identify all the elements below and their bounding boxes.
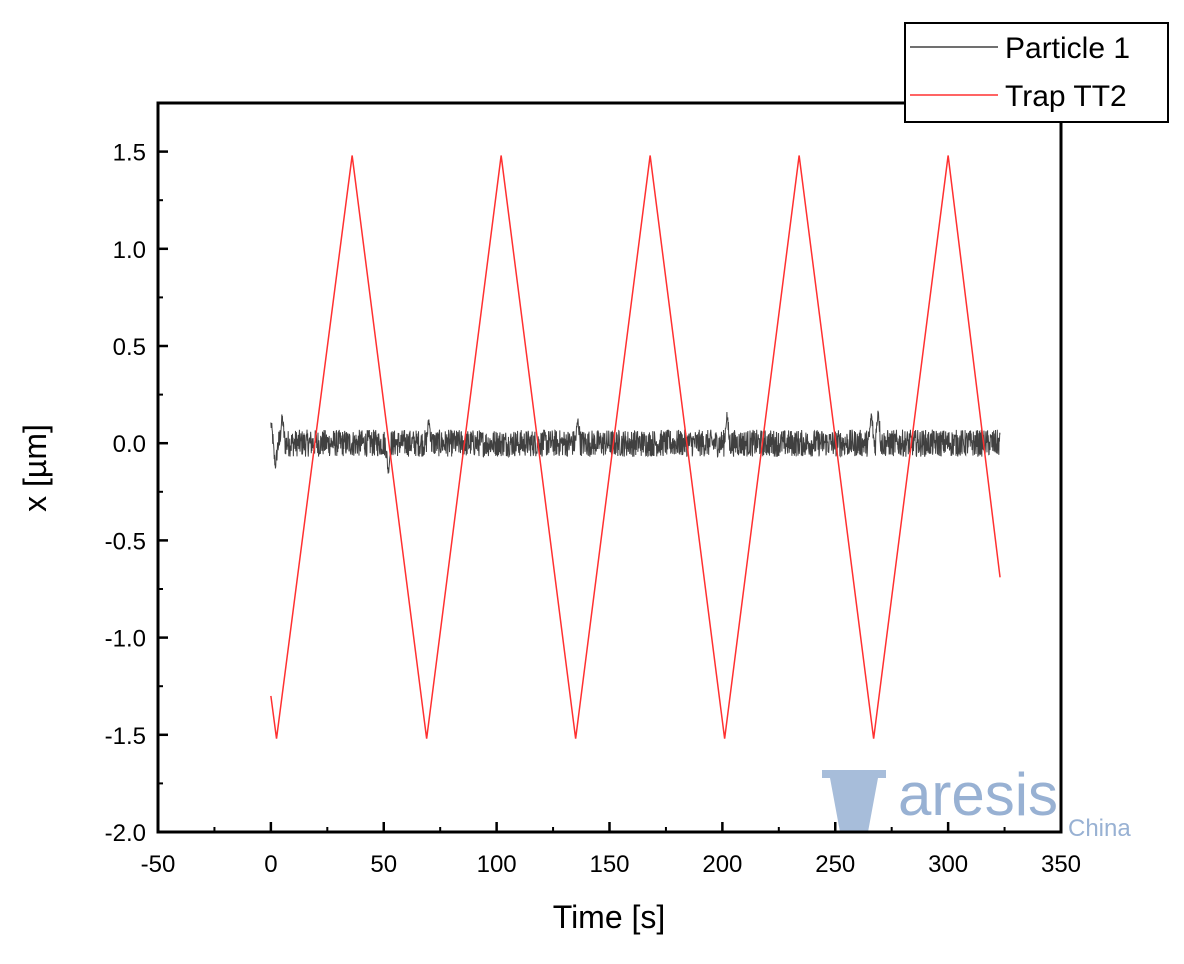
series-line-particle-1	[270, 410, 1001, 474]
watermark-text: aresis	[898, 761, 1058, 828]
y-tick-label: 0.5	[113, 334, 146, 361]
y-axis-title: x [µm]	[17, 424, 53, 512]
y-tick-label: 0.0	[113, 431, 146, 458]
x-tick-label: 100	[477, 851, 517, 878]
y-tick-label: 1.0	[113, 237, 146, 264]
x-tick-label: 150	[589, 851, 629, 878]
legend-label-particle-1: Particle 1	[1005, 32, 1130, 65]
x-tick-label: -50	[141, 851, 176, 878]
y-tick-label: 1.5	[113, 140, 146, 167]
x-tick-label: 350	[1041, 851, 1081, 878]
watermark-subtext: China	[1068, 815, 1131, 842]
x-tick-label: 300	[928, 851, 968, 878]
x-axis-title: Time [s]	[553, 899, 666, 935]
x-tick-label: 0	[264, 851, 277, 878]
watermark-logo: aresis China	[822, 761, 1131, 842]
legend: Particle 1 Trap TT2	[904, 22, 1169, 123]
series-line-trap-tt2	[270, 155, 1001, 739]
x-tick-label: 50	[370, 851, 397, 878]
series-layer	[270, 155, 1001, 739]
x-tick-label: 250	[815, 851, 855, 878]
x-tick-label: 200	[702, 851, 742, 878]
axes-layer: -50 0 50 100 150 200 250 300 350 -2.0 -1.5 -1.0 -0.5…	[105, 101, 1081, 878]
y-tick-label: -2.0	[105, 820, 146, 847]
y-tick-label: -0.5	[105, 528, 146, 555]
legend-label-trap-tt2: Trap TT2	[1005, 80, 1127, 113]
y-tick-label: -1.0	[105, 626, 146, 653]
y-tick-label: -1.5	[105, 723, 146, 750]
watermark-funnel-icon	[822, 770, 886, 832]
plot-frame	[156, 101, 1063, 834]
legend-box	[904, 22, 1169, 123]
